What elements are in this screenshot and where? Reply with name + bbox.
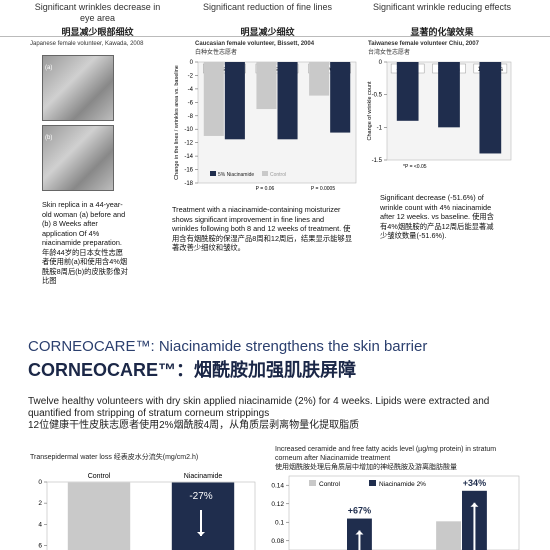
y-tick-label: -8 — [188, 114, 194, 120]
photo-label: (b) — [45, 135, 53, 141]
chart: 0.08 0.1 0.12 0.14 Control Niacinamide 2% +67%… — [271, 475, 520, 550]
section-title-cn: CORNEOCARE™：烟酰胺加强肌肤屏障 — [28, 360, 357, 380]
annotation: -27% — [189, 491, 212, 502]
arrow-head — [470, 502, 479, 507]
y-tick-label: -1 — [377, 125, 383, 131]
y-tick-label: -1.5 — [372, 158, 383, 164]
plot-area — [197, 61, 357, 184]
chart: 0 -2 -4 -6 -8 -10 -12 -14 -16 -18 Change in the li… — [174, 60, 357, 192]
bar — [203, 62, 224, 136]
chart: 0 2 4 6 Control Niacinamide -27% — [38, 473, 256, 550]
category-label: 8 weeks — [266, 67, 288, 73]
source-cn: 白种女性志愿者 — [195, 50, 238, 56]
category-label: Niacinamide — [184, 473, 223, 480]
source: Caucasian female volunteer, Bissett, 200… — [195, 41, 314, 56]
category-box — [203, 63, 246, 74]
arrow-head — [355, 530, 364, 535]
y-tick-label: 2 — [38, 500, 42, 507]
y-axis-label: Change of wrinkle count — [367, 81, 373, 140]
y-tick-label: 0 — [379, 60, 383, 66]
bar — [396, 62, 419, 121]
col-text: Significant decrease (-51.6%) of wrinkle… — [380, 193, 494, 240]
category-box — [308, 63, 351, 74]
source-cn: 台湾女性志愿者 — [368, 50, 411, 56]
chart-title: Increased ceramide and free fatty acids … — [275, 445, 515, 472]
col-title-cn: 明显减少细纹 — [240, 27, 295, 37]
callout — [188, 488, 214, 502]
category-box — [255, 63, 299, 74]
source: Japanese female volunteer, Kawada, 2008 — [30, 41, 144, 47]
photo: (a) — [42, 55, 114, 121]
col-title-cn: 显著的化皱效果 — [410, 27, 474, 37]
section-title: CORNEOCARE™: Niacinamide strengthens the… — [28, 338, 428, 355]
y-tick-label: -18 — [184, 181, 193, 187]
y-axis-label: Change in the lines / wrinkles area vs. … — [174, 65, 180, 180]
legend-label: Control — [270, 172, 286, 178]
y-tick-label: -14 — [184, 154, 193, 160]
y-tick-label: 0 — [190, 60, 194, 66]
col-text: Treatment with a niacinamide-containing … — [172, 205, 353, 252]
chart-title: Transepidermal water loss 经表皮水分流失(mg/cm2… — [30, 454, 199, 461]
y-tick-label: 4 — [38, 521, 42, 528]
legend-swatch — [369, 480, 376, 486]
y-tick-label: -0.5 — [372, 93, 383, 99]
legend-label: 5% Niacinamide — [218, 172, 254, 178]
col-title-cn: 明显减少眼部细纹 — [61, 27, 134, 37]
annotation: *P = <0.05 — [403, 164, 427, 170]
y-tick-label: 0.1 — [275, 519, 284, 526]
col-title: Significant wrinkle reducing effects — [373, 2, 511, 12]
bar-shape — [67, 482, 131, 550]
y-tick-label: -2 — [188, 73, 194, 79]
bar — [309, 62, 330, 96]
bar — [436, 521, 461, 550]
photo: (b) — [42, 125, 114, 191]
source-text: Taiwanese female volunteer Chiu, 2007 — [368, 41, 479, 47]
annotation: P = 0.0005 — [311, 186, 335, 192]
y-tick-label: -10 — [184, 127, 193, 133]
chart-title-en: Increased ceramide and free fatty acids … — [275, 446, 497, 462]
y-tick-label: 6 — [38, 542, 42, 549]
col-text: Skin replica in a 44-year-old woman (a) … — [42, 200, 128, 285]
y-tick-label: 0.08 — [271, 538, 284, 545]
y-tick-label: -12 — [184, 141, 193, 147]
bar — [224, 62, 245, 140]
annotation: +34% — [463, 478, 486, 488]
bar — [438, 62, 460, 128]
y-tick-label: 0.12 — [271, 501, 284, 508]
chart-title-cn: 使用烟酰胺处理后角质层中增加的神经酰胺及游离脂肪酸量 — [275, 464, 457, 471]
y-tick-label: -4 — [188, 87, 194, 93]
y-tick-label: 0 — [38, 479, 42, 486]
y-tick-label: -6 — [188, 100, 194, 106]
rule — [0, 36, 550, 37]
col-title: Significant wrinkles decrease in eye are… — [34, 2, 161, 23]
section-text: Twelve healthy volunteers with dry skin … — [28, 396, 528, 432]
annotation: P = 0.06 — [256, 186, 275, 192]
category-label: Control — [88, 473, 111, 480]
arrow-head — [197, 532, 205, 536]
legend-swatch — [309, 480, 316, 486]
category-label: 12 weeks — [317, 67, 342, 73]
y-tick-label: 0.14 — [271, 482, 284, 489]
bar — [479, 62, 502, 154]
bar — [256, 62, 277, 110]
bar — [330, 62, 351, 133]
bar — [277, 62, 298, 140]
category-label: 4 weeks — [213, 67, 235, 73]
legend-label: Niacinamide 2% — [379, 481, 426, 488]
photo-label: (a) — [45, 65, 53, 71]
legend-label: Control — [319, 481, 341, 488]
section-text-cn: 12位健康干性皮肤志愿者使用2%烟酰胺4周，从角质层剥离物量化提取脂质 — [28, 420, 360, 431]
y-tick-label: -16 — [184, 168, 193, 174]
source-text: Caucasian female volunteer, Bissett, 200… — [195, 41, 315, 47]
annotation: +67% — [348, 506, 371, 516]
source: Taiwanese female volunteer Chiu, 2007 台湾女… — [368, 41, 479, 56]
legend-swatch — [210, 171, 216, 176]
legend-swatch — [262, 171, 268, 176]
col-title: Significant reduction of fine lines — [202, 2, 333, 12]
section-text-en: Twelve healthy volunteers with dry skin … — [28, 396, 490, 419]
